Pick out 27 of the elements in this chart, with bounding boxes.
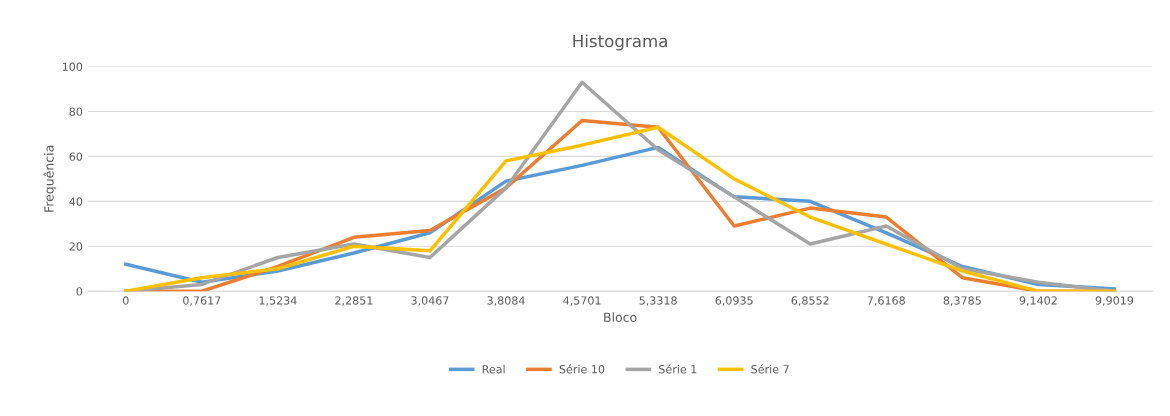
- x-tick-label: 3,0467: [411, 296, 449, 306]
- legend-label: Série 1: [659, 364, 697, 374]
- y-axis-title: Frequência: [43, 145, 57, 212]
- chart-title: Histograma: [573, 34, 667, 51]
- x-tick-label: 9,1402: [1019, 296, 1057, 306]
- x-tick-label: 6,0935: [715, 296, 753, 306]
- x-tick-label: 0: [122, 296, 129, 305]
- x-axis-title: Bloco: [604, 312, 637, 323]
- x-tick-label: 1,5234: [259, 296, 297, 306]
- y-tick-label: 20: [69, 242, 83, 251]
- x-tick-label: 0,7617: [183, 296, 221, 306]
- x-tick-label: 4,5701: [563, 296, 601, 306]
- y-tick-label: 80: [69, 107, 83, 116]
- y-tick-label: 100: [62, 62, 83, 71]
- x-tick-label: 7,6168: [867, 296, 905, 306]
- x-tick-label: 8,3785: [943, 296, 981, 306]
- y-tick-label: 40: [69, 197, 83, 206]
- x-tick-label: 6,8552: [791, 296, 829, 306]
- y-tick-label: 60: [69, 152, 83, 161]
- legend-label: Real: [482, 364, 505, 374]
- x-tick-label: 5,3318: [639, 296, 677, 306]
- x-tick-label: 3,8084: [487, 296, 525, 306]
- x-tick-label: 2,2851: [335, 296, 373, 306]
- x-tick-label: 9,9019: [1095, 296, 1134, 306]
- legend-label: Série 10: [559, 364, 605, 374]
- y-tick-label: 0: [76, 287, 83, 296]
- legend-label: Série 7: [751, 364, 789, 374]
